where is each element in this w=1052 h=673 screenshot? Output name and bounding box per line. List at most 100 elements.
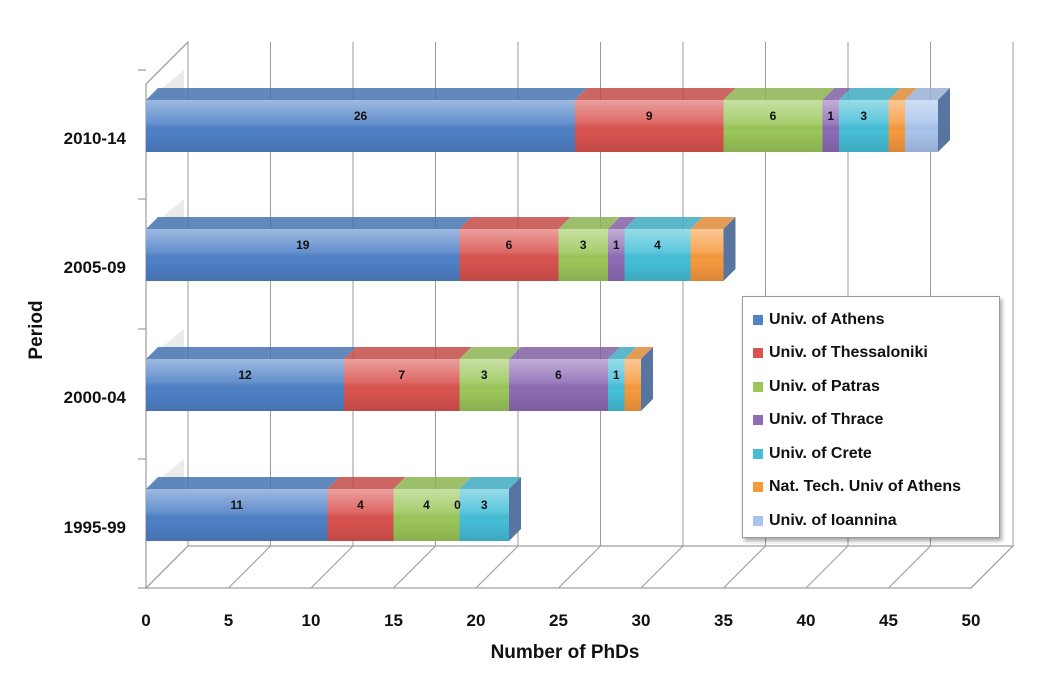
bar-segment xyxy=(459,347,521,411)
bar-segment xyxy=(146,347,356,411)
x-tick-label: 40 xyxy=(797,611,816,630)
bar-segment xyxy=(723,88,835,152)
bar-segment xyxy=(558,217,620,281)
data-label: 26 xyxy=(354,109,368,123)
legend-swatch xyxy=(753,482,763,493)
data-label: 6 xyxy=(506,238,513,252)
floor-gridline xyxy=(970,545,1014,589)
x-tick-labels: 0 5 10 15 20 25 30 35 40 45 50 xyxy=(141,611,980,630)
bar-segment xyxy=(905,88,950,152)
bar-segment xyxy=(459,477,521,541)
bar-segment xyxy=(624,217,703,281)
data-label: 4 xyxy=(423,498,430,512)
x-tick-label: 45 xyxy=(879,611,898,630)
legend-item: Univ. of Thrace xyxy=(753,404,999,438)
floor-gridline xyxy=(805,545,849,589)
legend: Univ. of Athens Univ. of Thessaloniki Univ… xyxy=(742,296,1000,538)
data-label: 4 xyxy=(357,498,364,512)
data-label: 6 xyxy=(555,368,562,382)
legend-swatch xyxy=(753,381,763,392)
x-tick-label: 35 xyxy=(714,611,733,630)
x-tick-label: 50 xyxy=(962,611,981,630)
data-label: 3 xyxy=(580,238,587,252)
legend-label: Univ. of Thessaloniki xyxy=(769,344,928,362)
bar-segment xyxy=(608,347,637,411)
x-axis-label: Number of PhDs xyxy=(491,642,640,663)
data-label: 11 xyxy=(230,498,243,512)
bar-segment xyxy=(888,88,917,152)
floor-gridline xyxy=(723,545,766,589)
legend-label: Univ. of Crete xyxy=(769,444,872,462)
bar-segment xyxy=(690,217,736,281)
floor-gridline xyxy=(145,545,189,589)
data-label: 1 xyxy=(613,238,620,252)
bar-segment xyxy=(146,88,587,152)
x-tick-label: 10 xyxy=(302,611,321,630)
legend-item: Univ. of Patras xyxy=(753,370,999,404)
legend-label: Univ. of Thrace xyxy=(769,411,884,429)
data-label: 7 xyxy=(398,368,405,382)
legend-item: Univ. of Athens xyxy=(753,303,999,337)
y-axis-label: Period xyxy=(26,300,47,359)
x-tick-label: 25 xyxy=(549,611,568,630)
bar-end-face xyxy=(509,477,521,541)
data-label: 3 xyxy=(481,498,488,512)
bar-segment xyxy=(146,217,472,281)
bar-segment xyxy=(608,217,637,281)
data-label: 3 xyxy=(860,109,867,123)
x-tick-label: 15 xyxy=(384,611,403,630)
legend-swatch xyxy=(753,448,763,459)
data-label: 4 xyxy=(654,238,661,252)
bar-end-face xyxy=(641,347,653,411)
legend-item: Nat. Tech. Univ of Athens xyxy=(753,471,999,505)
legend-item: Univ. of Thessaloniki xyxy=(753,337,999,371)
data-label: 19 xyxy=(296,238,310,252)
floor-gridline xyxy=(228,545,271,589)
legend-swatch xyxy=(753,314,763,325)
legend-label: Univ. of Patras xyxy=(769,377,880,395)
legend-label: Univ. of Athens xyxy=(769,310,885,328)
legend-swatch xyxy=(753,515,763,526)
legend-item: Univ. of Ioannina xyxy=(753,504,999,538)
bar-segment xyxy=(146,477,340,541)
data-label: 1 xyxy=(613,368,620,382)
y-tick-label: 2005-09 xyxy=(64,258,126,277)
bar-end-face xyxy=(723,217,736,281)
x-tick-label: 20 xyxy=(467,611,486,630)
floor-gridline xyxy=(475,545,519,589)
floor-gridline xyxy=(558,545,601,589)
data-label: 6 xyxy=(770,109,777,123)
legend-swatch xyxy=(753,415,763,426)
legend-label: Nat. Tech. Univ of Athens xyxy=(769,478,962,496)
bar-segment xyxy=(393,477,472,541)
y-tick-label: 2000-04 xyxy=(64,388,127,407)
x-tick-label: 30 xyxy=(632,611,651,630)
bar-segment xyxy=(822,88,851,152)
bar-end-face xyxy=(938,88,950,152)
data-label: 0 xyxy=(454,498,461,512)
x-tick-label: 5 xyxy=(224,611,233,630)
data-label: 12 xyxy=(238,368,252,382)
legend-item: Univ. of Crete xyxy=(753,437,999,471)
floor-gridline xyxy=(310,545,354,589)
bars: 11 4 4 0 3 12 7 3 6 1 19 6 3 1 4 26 9 6 1 3 xyxy=(146,70,950,541)
floor-gridline xyxy=(888,545,931,589)
bar-segment xyxy=(839,88,901,152)
bar-segment xyxy=(344,347,472,411)
x-tick-label: 0 xyxy=(141,611,150,630)
y-tick-label: 2010-14 xyxy=(64,129,127,148)
bar-segment xyxy=(624,347,653,411)
y-tick-labels: 1995-99 2000-04 2005-09 2010-14 xyxy=(64,129,127,537)
legend-swatch xyxy=(753,348,763,359)
data-label: 3 xyxy=(481,368,488,382)
data-label: 9 xyxy=(646,109,653,123)
legend-label: Univ. of Ioannina xyxy=(769,511,897,529)
y-tick-label: 1995-99 xyxy=(64,518,126,537)
bar-segment xyxy=(509,347,620,411)
bar-segment xyxy=(327,477,406,541)
data-label: 1 xyxy=(827,109,834,123)
bar-segment xyxy=(459,217,571,281)
floor-gridline xyxy=(640,545,684,589)
